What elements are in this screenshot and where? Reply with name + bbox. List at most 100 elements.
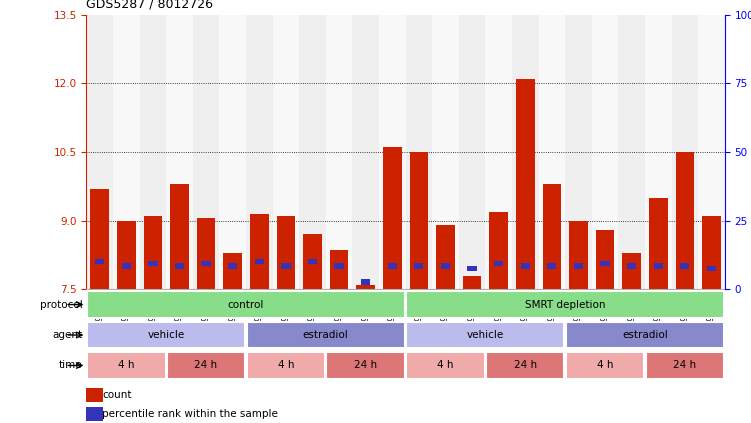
Bar (459, 15, 485, 289)
Bar (520, 263, 530, 269)
Bar (299, 15, 326, 289)
Bar (87, 352, 165, 379)
Bar (308, 259, 317, 264)
Text: 24 h: 24 h (195, 360, 218, 371)
Bar (330, 250, 348, 289)
Bar (273, 15, 299, 289)
Bar (113, 15, 140, 289)
Bar (352, 15, 379, 289)
Bar (415, 263, 424, 269)
Text: 24 h: 24 h (354, 360, 377, 371)
Text: agent: agent (53, 330, 83, 340)
Text: 4 h: 4 h (118, 360, 134, 371)
Bar (547, 263, 556, 269)
Text: 4 h: 4 h (278, 360, 294, 371)
Bar (148, 261, 158, 266)
Bar (228, 263, 237, 269)
Bar (140, 15, 166, 289)
Bar (494, 261, 503, 266)
Text: estradiol: estradiol (303, 330, 348, 340)
Bar (334, 263, 344, 269)
Bar (87, 321, 246, 349)
Bar (566, 15, 592, 289)
Bar (281, 263, 291, 269)
Bar (86, 15, 113, 289)
Bar (542, 184, 561, 289)
Bar (223, 253, 242, 289)
Bar (436, 225, 455, 289)
Bar (219, 15, 246, 289)
Bar (592, 15, 618, 289)
Bar (193, 15, 219, 289)
Bar (409, 152, 428, 289)
Bar (122, 263, 131, 269)
Bar (201, 261, 211, 266)
Bar (569, 221, 588, 289)
Text: GDS5287 / 8012726: GDS5287 / 8012726 (86, 0, 213, 11)
Bar (671, 15, 698, 289)
Bar (406, 15, 432, 289)
Bar (675, 152, 694, 289)
Bar (87, 291, 405, 318)
Bar (170, 184, 189, 289)
Bar (596, 230, 614, 289)
Bar (566, 321, 724, 349)
Bar (645, 15, 671, 289)
Bar (406, 352, 484, 379)
Bar (441, 263, 450, 269)
Bar (486, 352, 565, 379)
Bar (246, 321, 405, 349)
Bar (490, 212, 508, 289)
Bar (649, 198, 668, 289)
Bar (516, 79, 535, 289)
Text: percentile rank within the sample: percentile rank within the sample (102, 409, 278, 419)
Bar (250, 214, 269, 289)
Text: time: time (59, 360, 83, 371)
Bar (646, 352, 724, 379)
Bar (623, 253, 641, 289)
Bar (90, 189, 109, 289)
Bar (574, 263, 583, 269)
Bar (467, 266, 477, 271)
Bar (406, 321, 565, 349)
Text: estradiol: estradiol (622, 330, 668, 340)
Text: protocol: protocol (40, 299, 83, 310)
Text: vehicle: vehicle (147, 330, 185, 340)
Text: 4 h: 4 h (597, 360, 614, 371)
Bar (327, 352, 405, 379)
Text: vehicle: vehicle (466, 330, 504, 340)
Bar (680, 263, 689, 269)
Bar (698, 15, 725, 289)
Bar (356, 285, 375, 289)
Text: control: control (228, 299, 264, 310)
Bar (566, 352, 644, 379)
Bar (600, 261, 610, 266)
Bar (86, 407, 103, 421)
Text: count: count (102, 390, 132, 400)
Text: 4 h: 4 h (437, 360, 454, 371)
Bar (117, 221, 136, 289)
Bar (707, 266, 716, 271)
Bar (512, 15, 538, 289)
Bar (618, 15, 645, 289)
Bar (166, 15, 193, 289)
Bar (276, 216, 295, 289)
Bar (95, 259, 104, 264)
Text: SMRT depletion: SMRT depletion (525, 299, 605, 310)
Bar (167, 352, 246, 379)
Bar (175, 263, 184, 269)
Text: 24 h: 24 h (673, 360, 696, 371)
Bar (246, 15, 273, 289)
Bar (388, 263, 397, 269)
Bar (538, 15, 566, 289)
Bar (432, 15, 459, 289)
Bar (326, 15, 352, 289)
Bar (463, 276, 481, 289)
Bar (361, 279, 370, 285)
Text: 24 h: 24 h (514, 360, 537, 371)
Bar (485, 15, 512, 289)
Bar (383, 148, 402, 289)
Bar (255, 259, 264, 264)
Bar (627, 263, 636, 269)
Bar (379, 15, 406, 289)
